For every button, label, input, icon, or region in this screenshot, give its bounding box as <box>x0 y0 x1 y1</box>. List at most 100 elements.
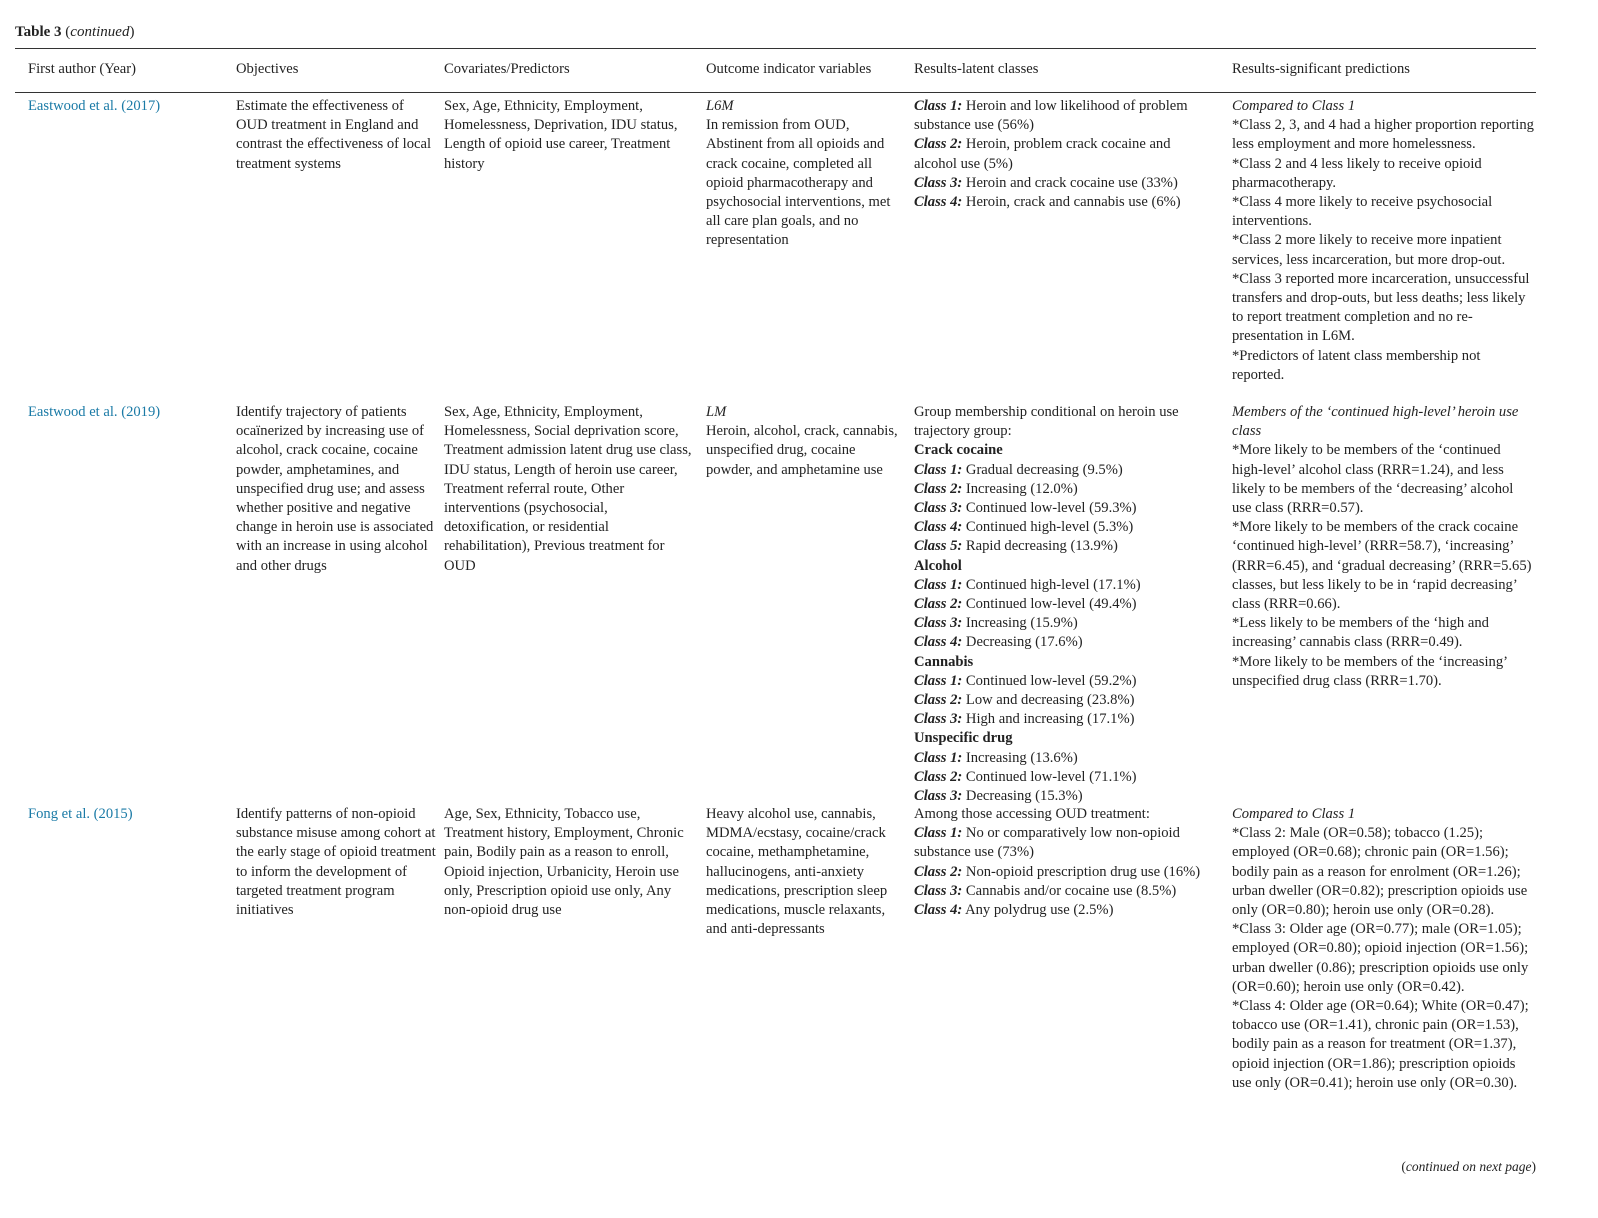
latent-class-item: Class 1: Continued high-level (17.1%) <box>914 576 1214 595</box>
class-label: Class 2: <box>914 863 963 880</box>
top-rule <box>15 48 1536 50</box>
class-description: Rapid decreasing (13.9%) <box>962 538 1118 555</box>
class-label: Class 1: <box>914 576 963 593</box>
substance-heading: Unspecific drug <box>914 730 1013 747</box>
class-description: Heroin, crack and cannabis use (6%) <box>962 194 1181 211</box>
continued-note: (continued on next page) <box>1401 1159 1536 1174</box>
predictions-cell: Members of the ‘continued high-level’ he… <box>1232 403 1534 691</box>
class-description: Decreasing (15.3%) <box>962 788 1083 805</box>
class-label: Class 2: <box>914 480 963 497</box>
class-label: Class 2: <box>914 136 963 153</box>
class-description: Increasing (15.9%) <box>962 615 1078 632</box>
latent-class-item: Class 3: Heroin and crack cocaine use (3… <box>914 174 1214 193</box>
latent-class-item: Class 2: Continued low-level (71.1%) <box>914 768 1214 787</box>
predictions-cell: Compared to Class 1 *Class 2, 3, and 4 ha… <box>1232 97 1534 385</box>
prediction-item: *Predictors of latent class membership n… <box>1232 347 1481 383</box>
latent-classes-cell: Group membership conditional on heroin u… <box>914 403 1214 806</box>
outcome-text: Heroin, alcohol, crack, cannabis, unspec… <box>706 423 898 478</box>
predictions-intro: Compared to Class 1 <box>1232 805 1534 824</box>
predictions-intro: Compared to Class 1 <box>1232 97 1534 116</box>
latent-class-item: Class 3: High and increasing (17.1%) <box>914 710 1214 729</box>
covariates-cell: Sex, Age, Ethnicity, Employment, Homeles… <box>444 98 678 172</box>
class-label: Class 4: <box>914 519 963 536</box>
prediction-item: *More likely to be members of the ‘incre… <box>1232 653 1507 689</box>
predictions-intro-text: Members of the ‘continued high-level’ he… <box>1232 404 1519 440</box>
class-description: Increasing (12.0%) <box>962 480 1078 497</box>
prediction-item: *More likely to be members of the ‘conti… <box>1232 442 1514 517</box>
class-label: Class 1: <box>914 672 963 689</box>
class-description: Non-opioid prescription drug use (16%) <box>962 863 1201 880</box>
latent-intro: Group membership conditional on heroin u… <box>914 404 1179 440</box>
author-link[interactable]: Eastwood et al. (2017) <box>28 98 161 114</box>
class-label: Class 1: <box>914 461 963 478</box>
column-header-covariates: Covariates/Predictors <box>444 61 570 77</box>
class-description: Gradual decreasing (9.5%) <box>962 461 1123 478</box>
predictions-cell: Compared to Class 1 *Class 2: Male (OR=0.… <box>1232 805 1534 1093</box>
outcome-timeframe: L6M <box>706 97 902 116</box>
objectives-cell: Estimate the effectiveness of OUD treatm… <box>236 98 432 172</box>
outcome-cell: L6M In remission from OUD, Abstinent from… <box>706 97 902 251</box>
class-description: Heroin, problem crack cocaine and alcoho… <box>914 136 1171 172</box>
author-link[interactable]: Fong et al. (2015) <box>28 806 133 822</box>
prediction-item: *Class 2 more likely to receive more inp… <box>1232 232 1506 268</box>
outcome-text: Heavy alcohol use, cannabis, MDMA/ecstas… <box>706 806 888 938</box>
latent-class-item: Class 4: Decreasing (17.6%) <box>914 633 1214 652</box>
class-label: Class 1: <box>914 825 963 842</box>
class-label: Class 1: <box>914 749 963 766</box>
prediction-item: *Class 4: Older age (OR=0.64); White (OR… <box>1232 998 1529 1091</box>
column-header-predictions: Results-significant predictions <box>1232 61 1410 77</box>
latent-class-item: Class 2: Continued low-level (49.4%) <box>914 595 1214 614</box>
objectives-cell: Identify patterns of non-opioid substanc… <box>236 806 436 919</box>
class-description: Continued low-level (71.1%) <box>962 768 1137 785</box>
class-label: Class 3: <box>914 615 963 632</box>
prediction-item: *Class 3 reported more incarceration, un… <box>1232 270 1530 345</box>
class-description: Continued high-level (5.3%) <box>962 519 1134 536</box>
substance-heading: Crack cocaine <box>914 442 1003 459</box>
latent-class-item: Class 4: Heroin, crack and cannabis use … <box>914 193 1214 212</box>
latent-class-item: Class 1: Increasing (13.6%) <box>914 749 1214 768</box>
latent-class-item: Class 3: Decreasing (15.3%) <box>914 787 1214 806</box>
latent-class-item: Class 1: No or comparatively low non-opi… <box>914 824 1214 862</box>
prediction-item: *Class 4 more likely to receive psychoso… <box>1232 194 1493 230</box>
prediction-item: *More likely to be members of the crack … <box>1232 519 1532 613</box>
class-description: Heroin and low likelihood of problem sub… <box>914 98 1188 134</box>
column-header-objectives: Objectives <box>236 61 299 77</box>
latent-classes-cell: Class 1: Heroin and low likelihood of pr… <box>914 97 1214 212</box>
predictions-intro-text: Compared to Class 1 <box>1232 98 1356 114</box>
header-rule <box>15 92 1536 94</box>
class-description: Decreasing (17.6%) <box>962 634 1083 651</box>
predictions-intro-text: Compared to Class 1 <box>1232 806 1356 822</box>
outcome-cell: Heavy alcohol use, cannabis, MDMA/ecstas… <box>706 805 902 939</box>
class-label: Class 3: <box>914 788 963 805</box>
author-link[interactable]: Eastwood et al. (2019) <box>28 404 161 420</box>
class-description: Continued high-level (17.1%) <box>962 576 1141 593</box>
prediction-item: *Class 3: Older age (OR=0.77); male (OR=… <box>1232 921 1529 995</box>
latent-class-item: Class 1: Heroin and low likelihood of pr… <box>914 97 1214 135</box>
class-description: No or comparatively low non-opioid subst… <box>914 825 1180 861</box>
class-label: Class 1: <box>914 98 963 114</box>
latent-class-item: Class 4: Any polydrug use (2.5%) <box>914 901 1214 920</box>
latent-class-item: Class 1: Continued low-level (59.2%) <box>914 672 1214 691</box>
class-label: Class 2: <box>914 596 963 613</box>
latent-class-item: Class 1: Gradual decreasing (9.5%) <box>914 461 1214 480</box>
latent-intro: Among those accessing OUD treatment: <box>914 806 1150 822</box>
column-header-author: First author (Year) <box>28 61 136 77</box>
prediction-item: *Class 2, 3, and 4 had a higher proporti… <box>1232 117 1534 153</box>
latent-class-item: Class 2: Non-opioid prescription drug us… <box>914 863 1214 882</box>
outcome-timeframe-label: LM <box>706 404 727 420</box>
outcome-text: In remission from OUD, Abstinent from al… <box>706 117 891 249</box>
class-description: Any polydrug use (2.5%) <box>962 902 1114 919</box>
latent-class-item: Class 3: Continued low-level (59.3%) <box>914 499 1214 518</box>
objectives-cell: Identify trajectory of patients ocaïneri… <box>236 404 434 574</box>
outcome-cell: LM Heroin, alcohol, crack, cannabis, unsp… <box>706 403 902 480</box>
class-description: Continued low-level (49.4%) <box>962 596 1137 613</box>
class-description: High and increasing (17.1%) <box>962 711 1135 728</box>
class-label: Class 2: <box>914 768 963 785</box>
class-description: Heroin and crack cocaine use (33%) <box>962 174 1178 191</box>
table-title: Table 3 (continued) <box>15 24 135 40</box>
class-description: Increasing (13.6%) <box>962 749 1078 766</box>
class-label: Class 4: <box>914 634 963 651</box>
latent-class-item: Class 4: Continued high-level (5.3%) <box>914 518 1214 537</box>
predictions-intro: Members of the ‘continued high-level’ he… <box>1232 403 1534 441</box>
latent-class-item: Class 5: Rapid decreasing (13.9%) <box>914 537 1214 556</box>
